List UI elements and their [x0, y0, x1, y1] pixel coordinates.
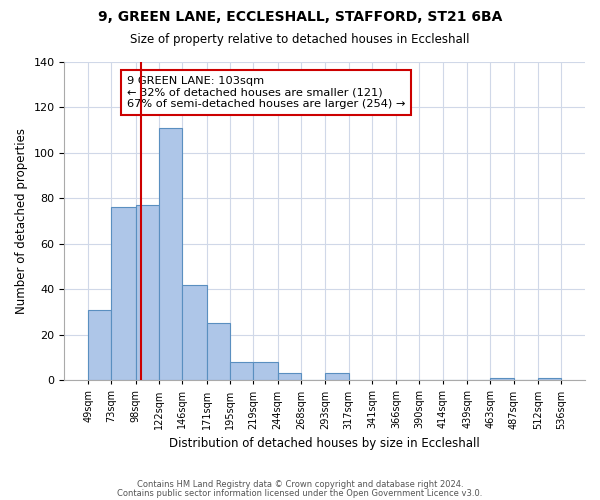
Bar	[206, 324, 230, 380]
Bar	[159, 128, 182, 380]
Text: Contains HM Land Registry data © Crown copyright and database right 2024.: Contains HM Land Registry data © Crown c…	[137, 480, 463, 489]
Bar	[230, 362, 253, 380]
Bar	[112, 207, 136, 380]
Bar	[538, 378, 562, 380]
Bar	[325, 374, 349, 380]
Text: 9, GREEN LANE, ECCLESHALL, STAFFORD, ST21 6BA: 9, GREEN LANE, ECCLESHALL, STAFFORD, ST2…	[98, 10, 502, 24]
Text: Contains public sector information licensed under the Open Government Licence v3: Contains public sector information licen…	[118, 489, 482, 498]
Bar	[88, 310, 112, 380]
Bar	[490, 378, 514, 380]
Bar	[253, 362, 278, 380]
Text: 9 GREEN LANE: 103sqm
← 32% of detached houses are smaller (121)
67% of semi-deta: 9 GREEN LANE: 103sqm ← 32% of detached h…	[127, 76, 405, 109]
Bar	[182, 284, 206, 380]
Y-axis label: Number of detached properties: Number of detached properties	[15, 128, 28, 314]
X-axis label: Distribution of detached houses by size in Eccleshall: Distribution of detached houses by size …	[169, 437, 480, 450]
Text: Size of property relative to detached houses in Eccleshall: Size of property relative to detached ho…	[130, 32, 470, 46]
Bar	[278, 374, 301, 380]
Bar	[136, 205, 159, 380]
